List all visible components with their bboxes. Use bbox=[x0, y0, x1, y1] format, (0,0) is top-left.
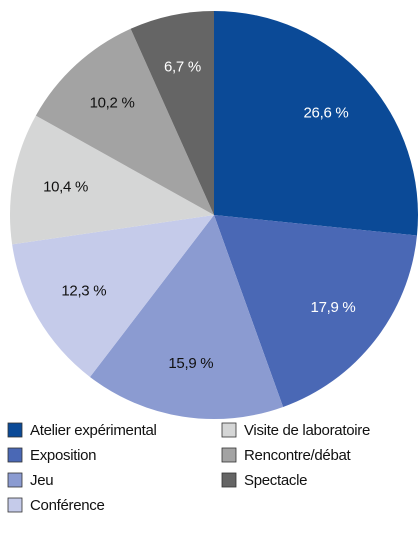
data-label: 10,2 % bbox=[90, 95, 135, 112]
legend-label: Exposition bbox=[30, 447, 96, 464]
data-label: 10,4 % bbox=[43, 179, 88, 196]
pie-slice bbox=[12, 215, 215, 377]
legend-swatch bbox=[7, 422, 23, 438]
legend-label: Jeu bbox=[30, 472, 53, 489]
data-label: 26,6 % bbox=[304, 105, 349, 122]
pie-slice bbox=[214, 215, 417, 407]
data-label: 6,7 % bbox=[164, 58, 201, 75]
pie-slice bbox=[214, 11, 418, 236]
legend-swatch bbox=[7, 447, 23, 463]
legend-label: Conférence bbox=[30, 497, 105, 514]
pie-slice bbox=[35, 28, 214, 216]
legend-swatch bbox=[7, 472, 23, 488]
legend-swatch bbox=[221, 447, 237, 463]
legend-label: Spectacle bbox=[244, 472, 307, 489]
data-label: 15,9 % bbox=[168, 355, 213, 372]
pie-slice bbox=[89, 215, 284, 419]
legend-swatch bbox=[7, 497, 23, 513]
pie-slice bbox=[9, 115, 214, 245]
legend-label: Rencontre/débat bbox=[244, 447, 352, 464]
pie-slice bbox=[130, 11, 214, 215]
data-label: 17,9 % bbox=[311, 299, 356, 316]
legend-swatch bbox=[221, 422, 237, 438]
legend-label: Visite de laboratoire bbox=[244, 422, 370, 439]
data-label: 12,3 % bbox=[61, 282, 106, 299]
legend-label: Atelier expérimental bbox=[30, 422, 157, 439]
legend-swatch bbox=[221, 472, 237, 488]
